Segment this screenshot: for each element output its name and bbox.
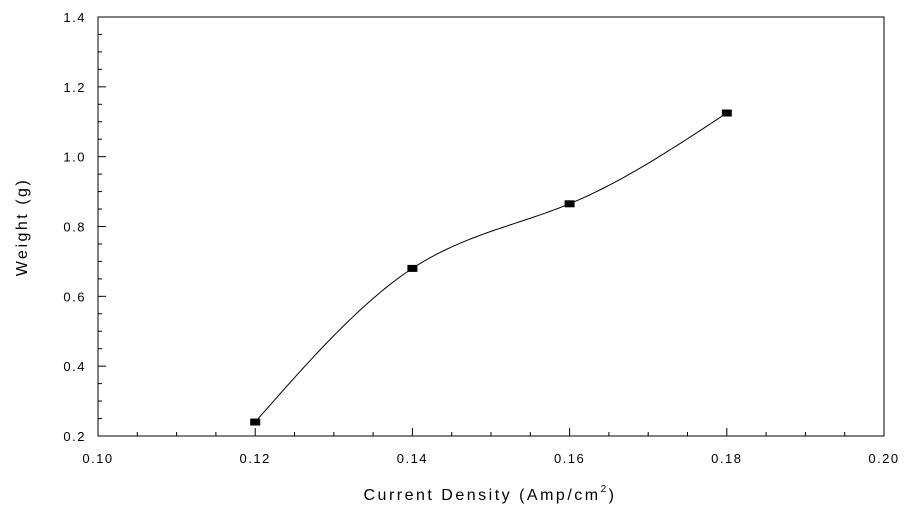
plot-frame bbox=[97, 16, 885, 437]
y-tick-label: 0.4 bbox=[63, 359, 86, 374]
tick-labels: 0.10 0.12 0.14 0.16 0.18 0.20 0.2 0.4 0.6 0.8 1.0 1… bbox=[63, 10, 899, 466]
y-tick-label: 0.6 bbox=[63, 289, 86, 304]
x-axis-title-superscript: 2 bbox=[601, 484, 609, 495]
axis-ticks bbox=[97, 16, 885, 437]
x-tick-label: 0.16 bbox=[554, 451, 585, 466]
x-tick-label: 0.12 bbox=[240, 451, 271, 466]
x-axis-title: Current Density (Amp/cm2) bbox=[364, 484, 617, 504]
y-tick-label: 1.4 bbox=[63, 10, 86, 25]
x-tick-label: 0.10 bbox=[82, 451, 113, 466]
y-axis-title: Weight (g) bbox=[14, 178, 31, 277]
y-tick-label: 1.2 bbox=[63, 80, 86, 95]
x-tick-label: 0.20 bbox=[868, 451, 899, 466]
y-tick-label: 0.2 bbox=[63, 429, 86, 444]
data-point bbox=[407, 264, 418, 272]
data-point bbox=[721, 109, 732, 117]
x-tick-label: 0.18 bbox=[711, 451, 742, 466]
y-tick-label: 1.0 bbox=[63, 150, 86, 165]
fit-curve bbox=[254, 112, 728, 423]
x-tick-label: 0.14 bbox=[397, 451, 428, 466]
x-axis-title-suffix: ) bbox=[609, 487, 617, 504]
x-axis-title-main: Current Density (Amp/cm bbox=[364, 487, 601, 504]
data-points bbox=[250, 109, 732, 426]
data-point bbox=[564, 200, 575, 208]
y-tick-label: 0.8 bbox=[63, 220, 86, 235]
data-point bbox=[250, 418, 261, 426]
